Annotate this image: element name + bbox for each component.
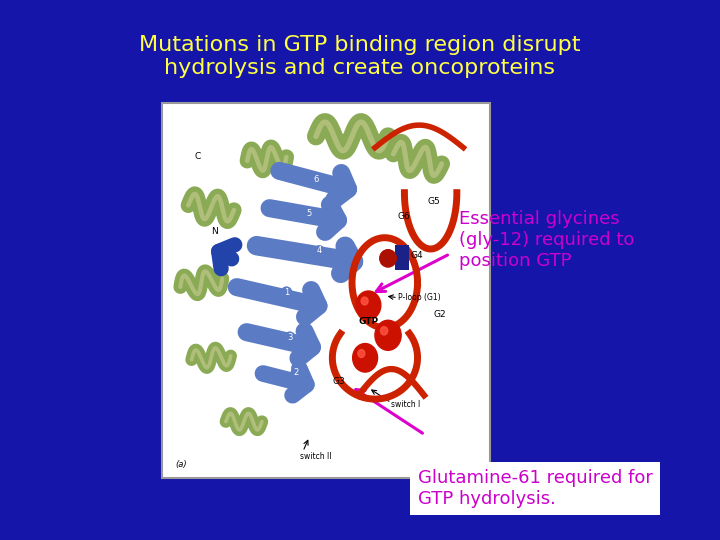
Ellipse shape — [379, 249, 397, 268]
Text: G3: G3 — [333, 377, 345, 386]
Text: G5: G5 — [428, 197, 440, 206]
Circle shape — [358, 349, 365, 357]
Bar — [162, 103, 490, 478]
Text: (a): (a) — [175, 460, 186, 469]
Circle shape — [353, 343, 377, 372]
Circle shape — [361, 297, 368, 305]
Text: G4: G4 — [411, 251, 423, 260]
Circle shape — [356, 291, 381, 320]
Text: switch I: switch I — [392, 400, 420, 409]
Text: G6: G6 — [398, 212, 410, 221]
Text: 3: 3 — [287, 333, 292, 342]
Circle shape — [375, 320, 401, 350]
Text: GTP: GTP — [359, 317, 379, 326]
Text: 4: 4 — [317, 246, 322, 255]
Text: Mutations in GTP binding region disrupt
hydrolysis and create oncoproteins: Mutations in GTP binding region disrupt … — [139, 35, 581, 78]
Text: 6: 6 — [313, 175, 319, 184]
Text: 5: 5 — [307, 209, 312, 218]
Text: G2: G2 — [434, 309, 446, 319]
Text: switch II: switch II — [300, 452, 331, 461]
Text: 2: 2 — [294, 368, 299, 377]
Text: 1: 1 — [284, 288, 289, 296]
Text: C: C — [194, 152, 201, 161]
Circle shape — [380, 327, 388, 335]
Text: N: N — [211, 227, 218, 236]
Text: Essential glycines
(gly-12) required to
position GTP: Essential glycines (gly-12) required to … — [459, 211, 635, 270]
Text: P-loop (G1): P-loop (G1) — [398, 293, 441, 302]
Text: Glutamine-61 required for
GTP hydrolysis.: Glutamine-61 required for GTP hydrolysis… — [418, 469, 652, 508]
Bar — [395, 245, 410, 269]
